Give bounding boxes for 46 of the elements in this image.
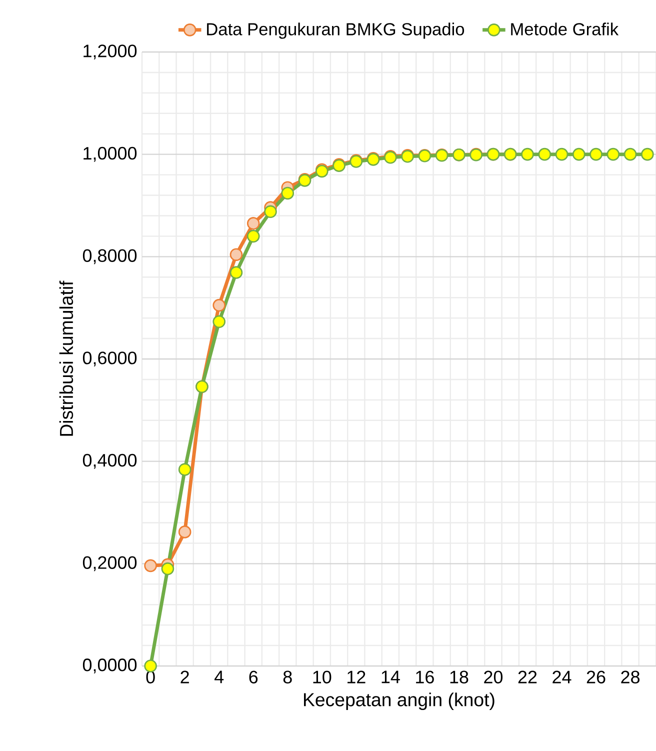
point (230, 248, 243, 262)
point (521, 148, 534, 161)
point (641, 148, 654, 161)
x-tick-label: 16 (416, 670, 434, 684)
x-tick-label: 2 (180, 670, 189, 684)
point (246, 217, 260, 230)
y-axis-title: Distribusi kumulatif (59, 280, 74, 436)
x-tick-label: 12 (348, 670, 366, 684)
point (590, 148, 602, 161)
x-tick-label: 24 (552, 670, 572, 684)
point (212, 298, 226, 312)
x-tick-label: 26 (586, 670, 606, 684)
legend-label: Metode Grafik (511, 22, 619, 36)
x-tick-label: 20 (484, 670, 503, 684)
point (144, 559, 157, 572)
point (246, 230, 260, 243)
y-tick-label: 0,0000 (82, 658, 137, 674)
point (538, 148, 552, 161)
x-tick-label: 14 (382, 670, 400, 684)
x-tick-label: 22 (518, 670, 537, 684)
x-tick-label: 18 (450, 670, 468, 684)
y-tick-label: 0,2000 (82, 556, 137, 572)
y-tick-label: 0,8000 (82, 249, 137, 264)
legend-label: Data Pengukuran BMKG Supadio (207, 22, 464, 39)
point (144, 660, 157, 672)
point (178, 463, 192, 476)
y-tick-label: 0,4000 (82, 454, 137, 469)
y-tick-label: 1,2000 (84, 44, 137, 60)
point (161, 562, 174, 576)
point (624, 148, 637, 161)
x-tick-label: 4 (214, 670, 224, 684)
x-tick-label: 10 (313, 670, 332, 684)
x-tick-label: 6 (249, 670, 258, 684)
point (572, 148, 586, 161)
point (212, 315, 226, 328)
point (606, 148, 620, 161)
point (230, 266, 243, 279)
point (178, 526, 192, 538)
y-tick-label: 1,0000 (84, 146, 137, 162)
point (281, 186, 294, 200)
x-tick-label: 8 (283, 670, 292, 684)
x-axis-title: Kecepatan angin (knot) (304, 692, 494, 710)
point (264, 205, 277, 218)
x-tick-label: 28 (621, 670, 640, 684)
point (555, 148, 568, 161)
y-tick-label: 0,6000 (82, 352, 137, 366)
